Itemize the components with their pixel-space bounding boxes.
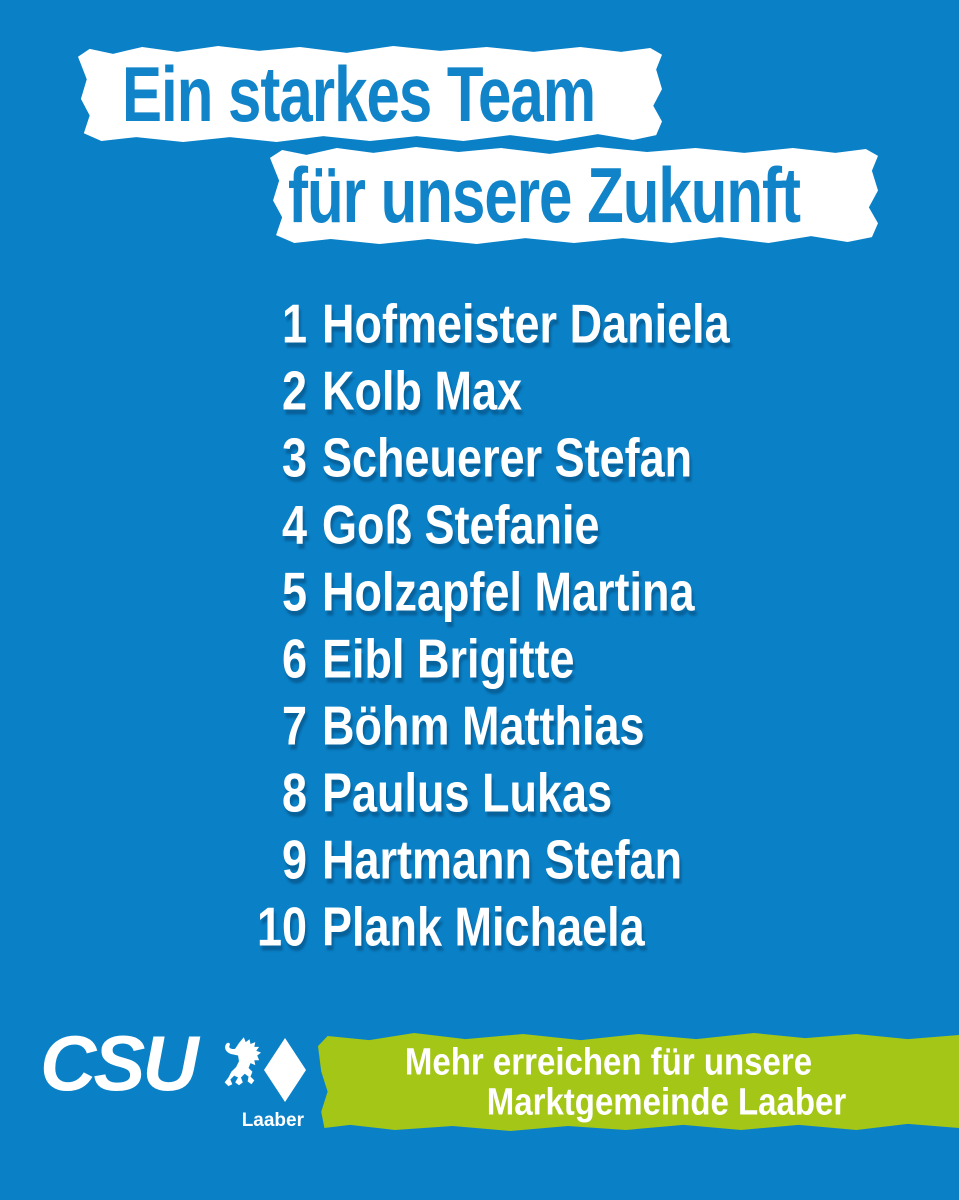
csu-logo: CSU Laaber [40, 1024, 310, 1138]
candidate-row: 9 Hartmann Stefan [235, 819, 730, 901]
candidate-number: 1 [281, 291, 307, 354]
headline-box-2: für unsere Zukunft [270, 146, 878, 245]
candidate-name: Kolb Max [322, 358, 523, 421]
csu-location-label: Laaber [241, 1110, 304, 1131]
candidate-number: 4 [281, 492, 307, 555]
candidate-number: 6 [281, 626, 307, 689]
headline-box-1: Ein starkes Team [78, 45, 662, 143]
candidate-number: 8 [281, 760, 307, 823]
slogan-line-1: Mehr erreichen für unsere [404, 1039, 813, 1083]
candidate-name: Plank Michaela [322, 894, 645, 957]
candidate-number: 10 [256, 894, 307, 957]
candidate-name: Hartmann Stefan [322, 827, 683, 890]
candidate-row: 2 Kolb Max [235, 350, 730, 432]
candidate-row: 3 Scheuerer Stefan [235, 417, 730, 499]
slogan-banner: Mehr erreichen für unsere Marktgemeinde … [318, 1033, 959, 1131]
headline-line-2: für unsere Zukunft [288, 151, 801, 240]
candidate-name: Eibl Brigitte [322, 626, 575, 689]
candidate-name: Böhm Matthias [322, 693, 645, 756]
candidate-row: 6 Eibl Brigitte [235, 618, 730, 700]
candidate-number: 2 [281, 358, 307, 421]
candidate-row: 5 Holzapfel Martina [235, 551, 730, 633]
candidate-name: Holzapfel Martina [322, 559, 695, 622]
candidate-name: Hofmeister Daniela [322, 291, 730, 354]
candidate-number: 3 [281, 425, 307, 488]
candidate-row: 10 Plank Michaela [235, 886, 730, 968]
csu-lion-icon [216, 1034, 262, 1105]
csu-diamond-icon [264, 1038, 306, 1107]
candidate-name: Goß Stefanie [322, 492, 600, 555]
candidate-name: Scheuerer Stefan [322, 425, 693, 488]
candidate-row: 1 Hofmeister Daniela [235, 283, 730, 365]
candidate-number: 5 [281, 559, 307, 622]
csu-wordmark: CSU [40, 1019, 199, 1107]
candidate-number: 9 [281, 827, 307, 890]
candidate-list: 1 Hofmeister Daniela 2 Kolb Max 3 Scheue… [235, 290, 730, 960]
candidate-row: 4 Goß Stefanie [235, 484, 730, 566]
candidate-row: 8 Paulus Lukas [235, 752, 730, 834]
candidate-name: Paulus Lukas [322, 760, 613, 823]
slogan-line-2: Marktgemeinde Laaber [486, 1079, 847, 1123]
headline-line-1: Ein starkes Team [122, 50, 596, 138]
candidate-number: 7 [281, 693, 307, 756]
candidate-row: 7 Böhm Matthias [235, 685, 730, 767]
